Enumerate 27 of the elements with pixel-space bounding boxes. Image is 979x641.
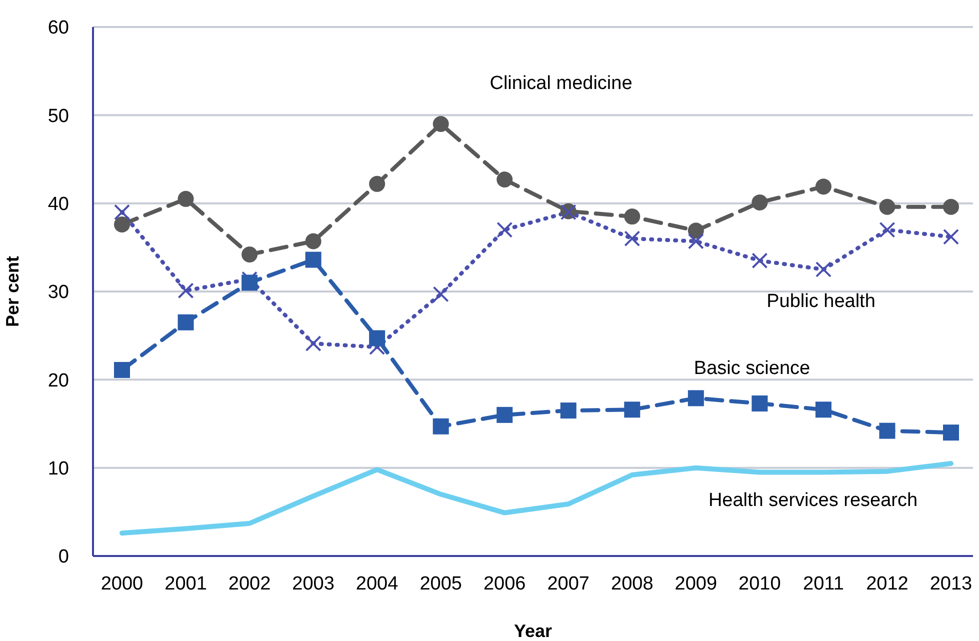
- x-tick-label: 2000: [100, 573, 144, 594]
- series-label: Health services research: [708, 490, 918, 512]
- y-tick-label: 10: [48, 458, 69, 480]
- x-tick-label: 2004: [356, 573, 399, 594]
- x-tick-label: 2006: [483, 573, 526, 594]
- y-tick-label: 50: [48, 106, 69, 127]
- x-axis-title: Year: [514, 621, 552, 641]
- x-tick-label: 2005: [420, 573, 462, 594]
- x-tick-label: 2002: [228, 573, 271, 594]
- y-tick-label: 30: [48, 282, 69, 304]
- x-tick-label: 2013: [930, 573, 972, 594]
- y-tick-label: 0: [58, 546, 69, 568]
- x-tick-label: 2011: [803, 573, 844, 594]
- series-label: Basic science: [694, 358, 810, 380]
- text: Clinical medicine: [490, 73, 632, 95]
- y-tick-label: 40: [48, 194, 69, 216]
- x-tick-label: 2010: [738, 573, 781, 594]
- y-tick-label: 60: [48, 18, 69, 39]
- y-tick-label: 20: [48, 370, 69, 392]
- x-tick-label: 2009: [674, 573, 718, 594]
- x-tick-label: 2012: [866, 573, 908, 594]
- series-label: Public health: [766, 291, 876, 313]
- y-axis-title: Per cent: [2, 256, 22, 328]
- x-tick-label: 2007: [547, 573, 590, 594]
- x-tick-label: 2008: [611, 573, 654, 594]
- x-tick-label: 2003: [292, 573, 334, 594]
- x-tick-label: 2001: [164, 573, 207, 594]
